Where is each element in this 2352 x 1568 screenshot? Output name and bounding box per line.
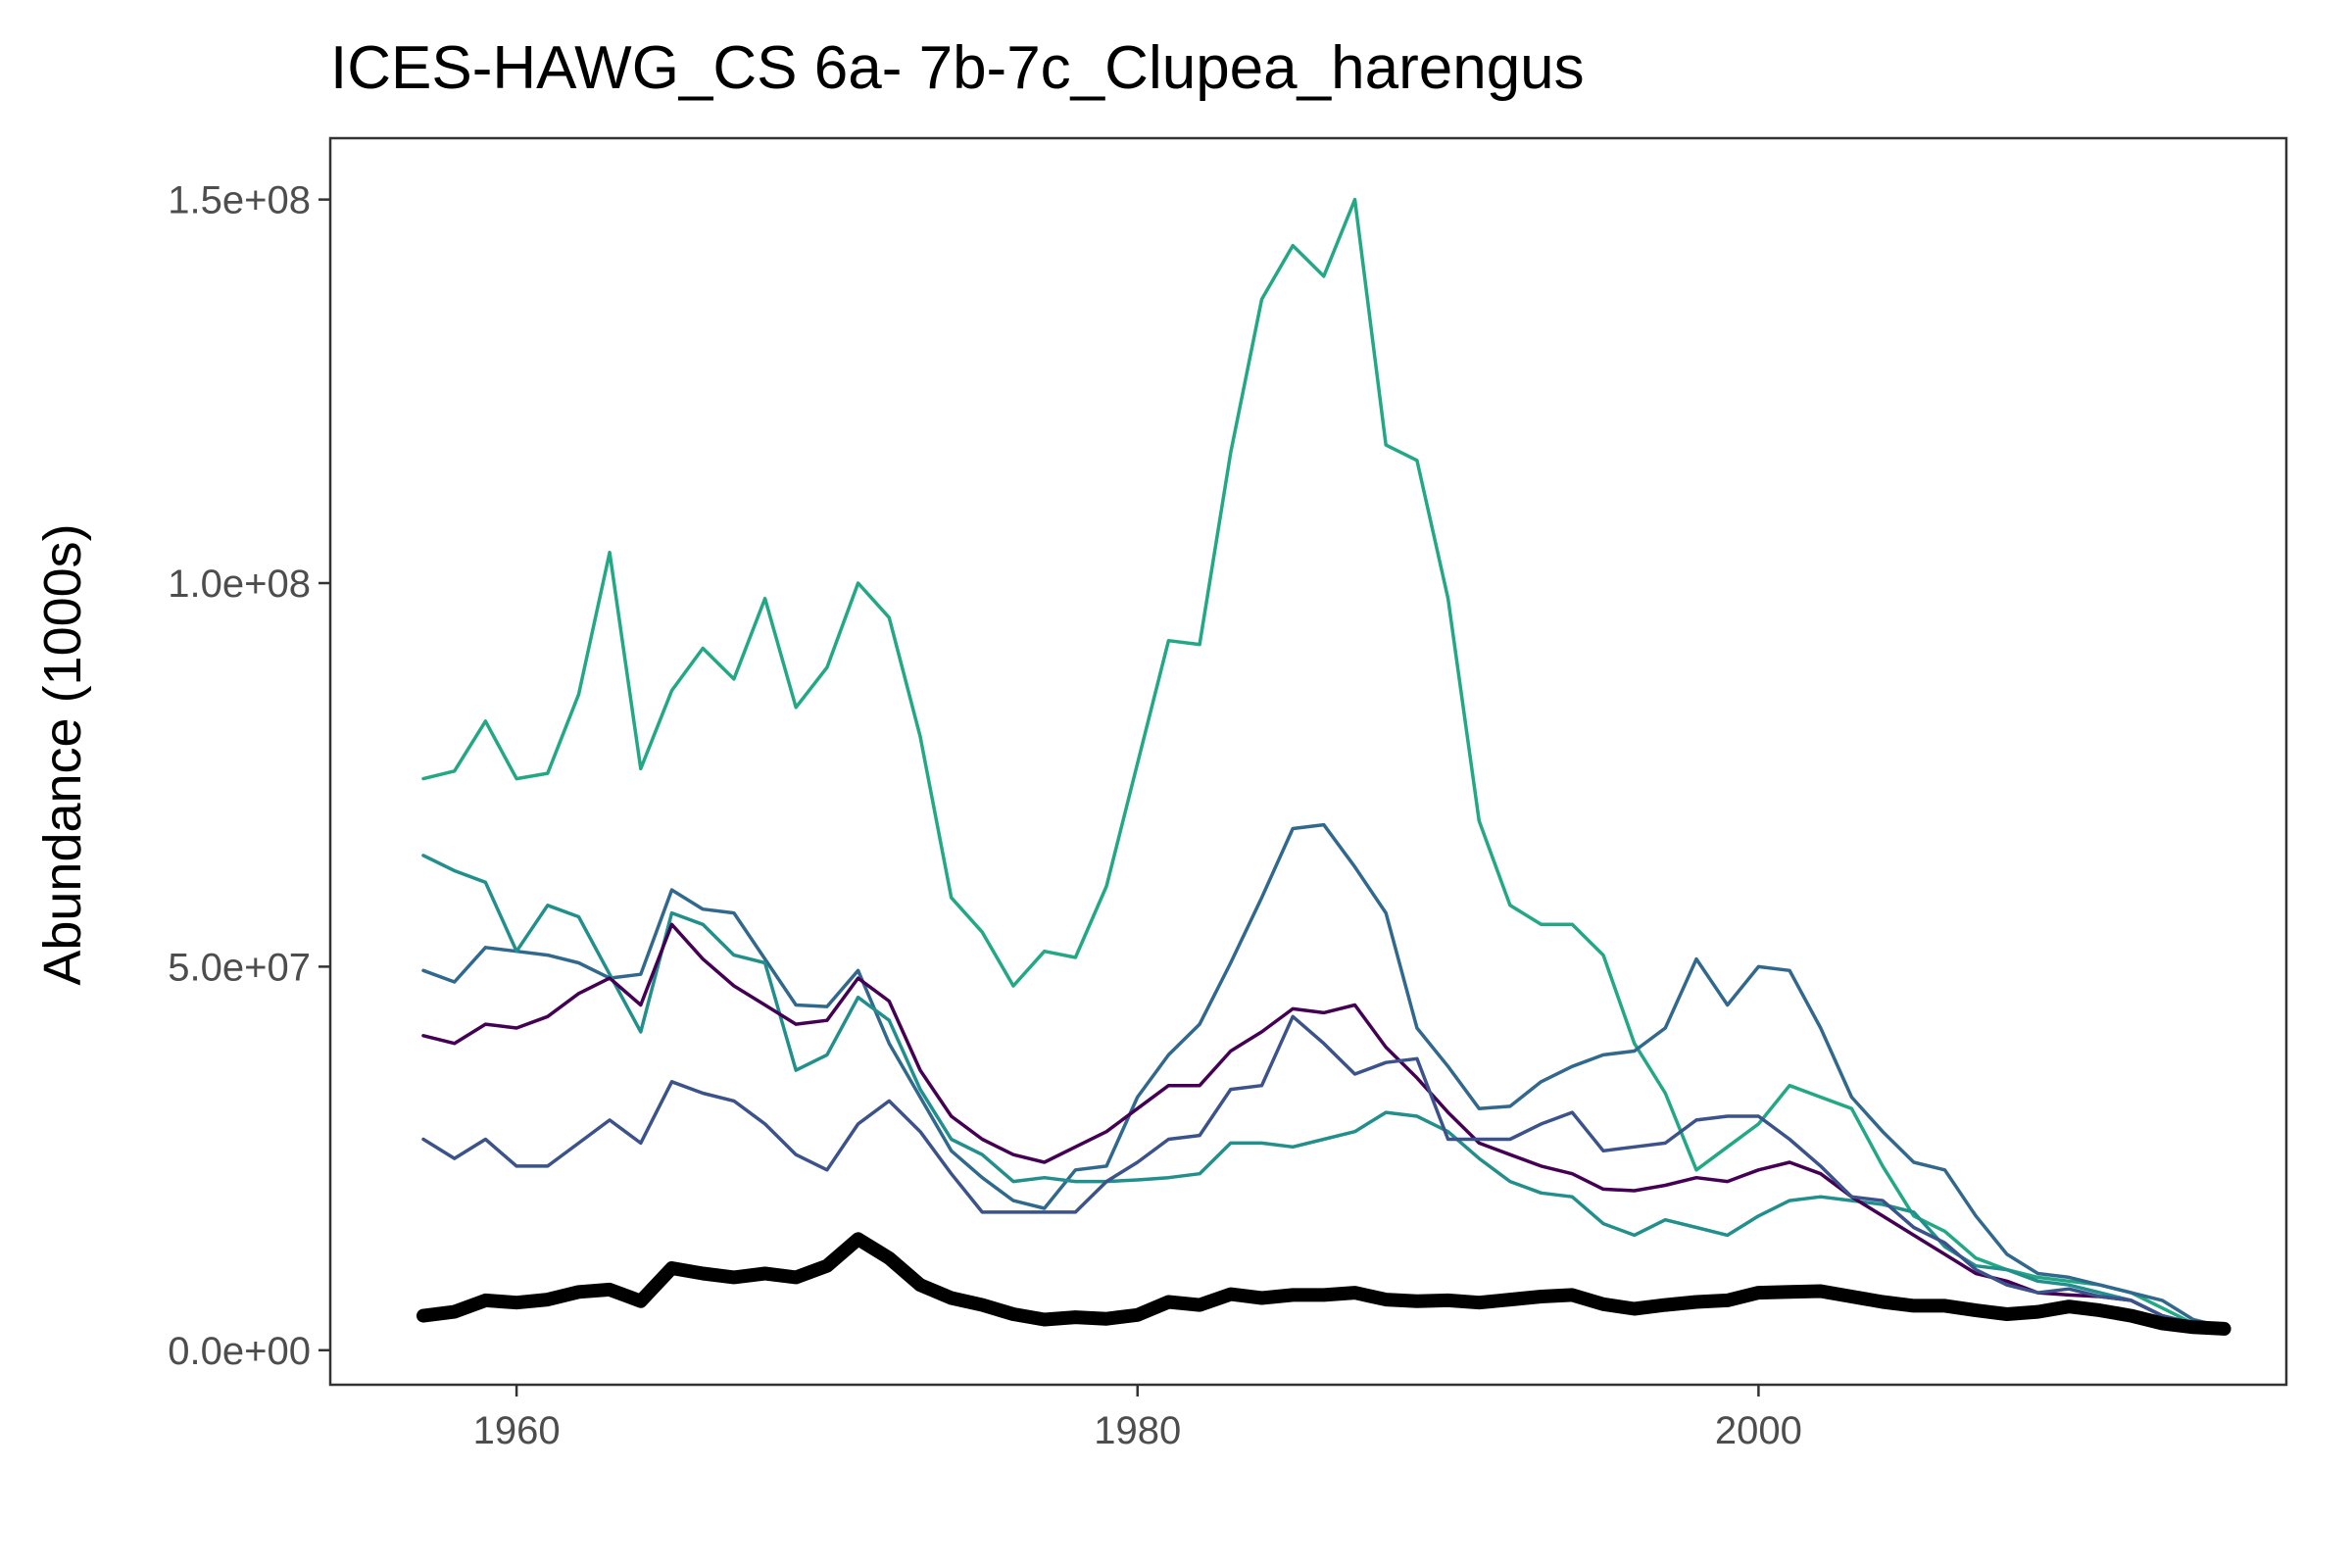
series-line-4 xyxy=(421,922,2227,1330)
x-tick-label: 1960 xyxy=(473,1409,561,1452)
x-axis: 1960 1980 2000 xyxy=(473,1385,1802,1452)
y-axis-label: Abundance (1000s) xyxy=(33,523,92,985)
series-line-1 xyxy=(421,197,2227,1330)
series-line-2 xyxy=(421,822,2227,1330)
series-line-6 xyxy=(416,1232,2231,1336)
y-tick-label: 1.0e+08 xyxy=(168,563,311,606)
y-tick-label: 0.0e+00 xyxy=(168,1330,311,1373)
y-tick-label: 1.5e+08 xyxy=(168,179,311,222)
plot-area xyxy=(416,197,2231,1336)
series-line-5 xyxy=(421,1014,2227,1330)
chart-title: ICES-HAWG_CS 6a- 7b-7c_Clupea_harengus xyxy=(330,34,1585,102)
plot-panel-border xyxy=(328,136,2288,1387)
y-axis: 0.0e+00 5.0e+07 1.0e+08 1.5e+08 xyxy=(168,179,330,1373)
x-tick-label: 1980 xyxy=(1094,1409,1181,1452)
x-tick-label: 2000 xyxy=(1715,1409,1802,1452)
y-tick-label: 5.0e+07 xyxy=(168,946,311,989)
series-line-3 xyxy=(421,854,2227,1330)
